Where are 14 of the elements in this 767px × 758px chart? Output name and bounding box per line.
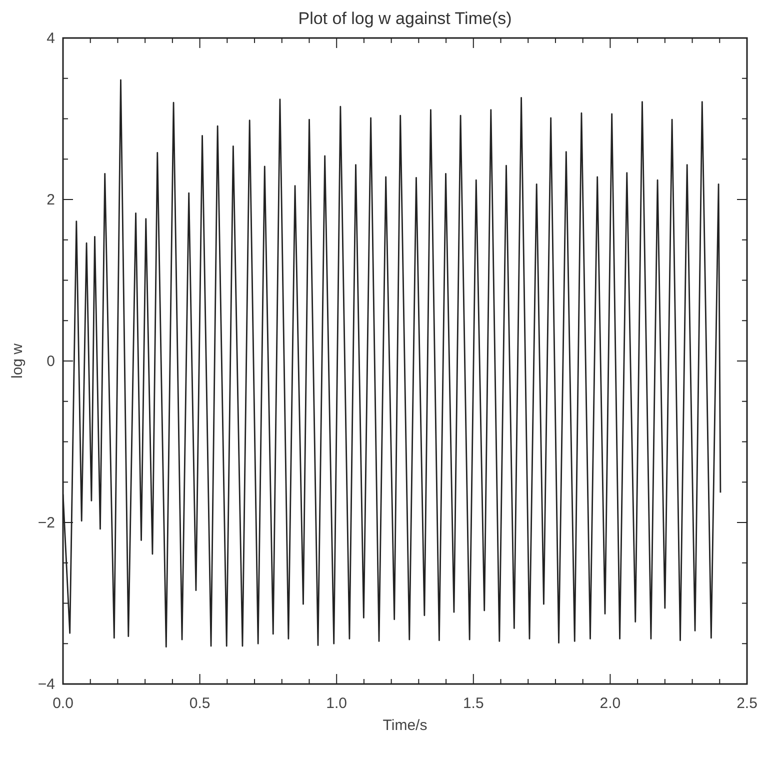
x-tick-label: 2.0	[600, 695, 621, 712]
chart-title: Plot of log w against Time(s)	[298, 9, 512, 28]
y-tick-label: −4	[38, 676, 55, 693]
y-tick-label: 4	[46, 30, 55, 47]
x-tick-label: 0.0	[52, 695, 74, 712]
x-axis-title: Time/s	[382, 717, 428, 734]
y-tick-label: −2	[38, 514, 55, 532]
y-axis-title: log w	[9, 343, 26, 379]
x-tick-label: 0.5	[189, 695, 210, 712]
y-tick-label: 0	[46, 353, 55, 370]
x-tick-label: 2.5	[736, 695, 758, 712]
y-tick-label: 2	[46, 192, 55, 208]
x-tick-label: 1.5	[462, 695, 484, 712]
x-tick-label: 1.0	[326, 695, 348, 712]
